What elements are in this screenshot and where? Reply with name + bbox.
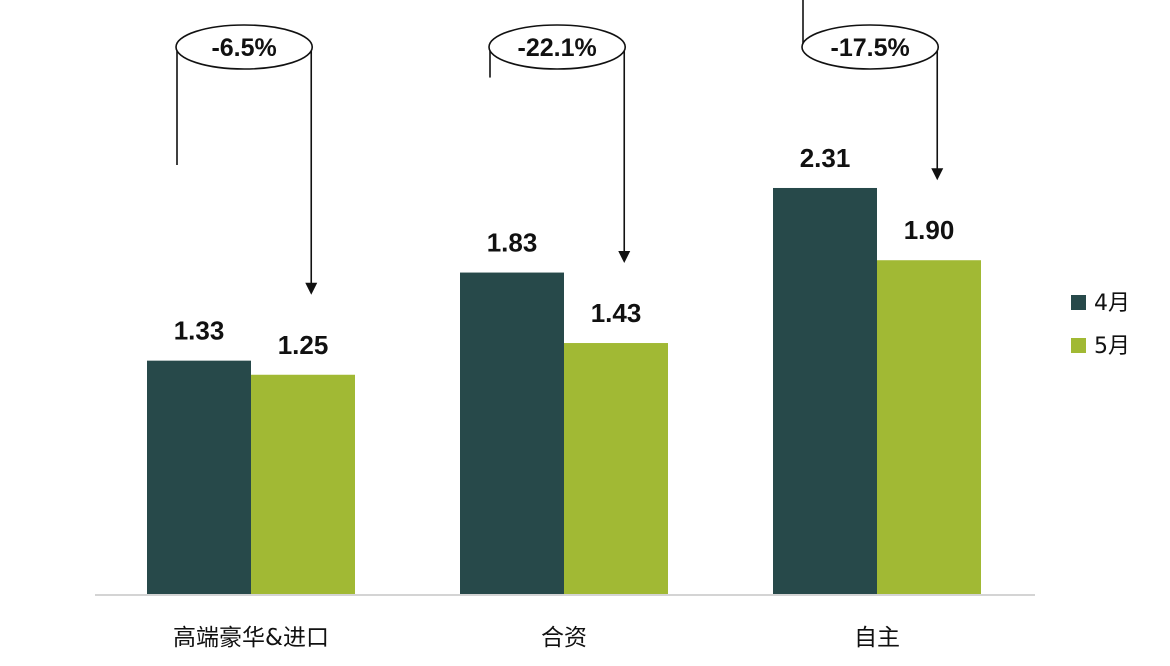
- legend-label-1: 5月: [1094, 334, 1130, 359]
- bar-may-1: [564, 343, 668, 595]
- legend-label-0: 4月: [1094, 291, 1130, 316]
- category-labels: 高端豪华&进口 合资 自主: [173, 625, 900, 651]
- value-label-1-2: 1.90: [904, 215, 955, 245]
- value-label-0-2: 2.31: [800, 143, 851, 173]
- bar-apr-0: [147, 360, 251, 595]
- legend: 4月 5月: [1071, 291, 1130, 359]
- bars: [147, 187, 981, 595]
- value-label-0-0: 1.33: [174, 316, 225, 346]
- bar-may-2: [877, 260, 981, 595]
- change-ellipse-1: [488, 24, 627, 70]
- change-label-0: -6.5%: [211, 34, 276, 62]
- bar-apr-2: [773, 187, 877, 595]
- category-label-2: 自主: [854, 625, 900, 651]
- change-ellipse-0: [175, 24, 314, 70]
- category-label-1: 合资: [541, 625, 587, 651]
- change-arrow-0: [305, 282, 318, 295]
- value-label-0-1: 1.83: [487, 228, 538, 258]
- legend-swatch-1: [1071, 338, 1086, 353]
- legend-swatch-0: [1071, 295, 1086, 310]
- change-annotations: -6.5% -22.1% -17.5%: [175, 0, 944, 295]
- value-label-1-0: 1.25: [278, 330, 329, 360]
- bar-apr-1: [460, 272, 564, 595]
- change-arrow-1: [618, 251, 631, 264]
- value-labels: 1.33 1.25 1.83 1.43 2.31 1.90: [174, 143, 955, 360]
- change-label-1: -22.1%: [518, 34, 597, 62]
- value-label-1-1: 1.43: [591, 298, 642, 328]
- change-ellipse-2: [801, 24, 940, 70]
- change-arrow-2: [931, 168, 944, 181]
- change-label-2: -17.5%: [831, 34, 910, 62]
- bar-may-0: [251, 374, 355, 595]
- category-label-0: 高端豪华&进口: [173, 625, 329, 651]
